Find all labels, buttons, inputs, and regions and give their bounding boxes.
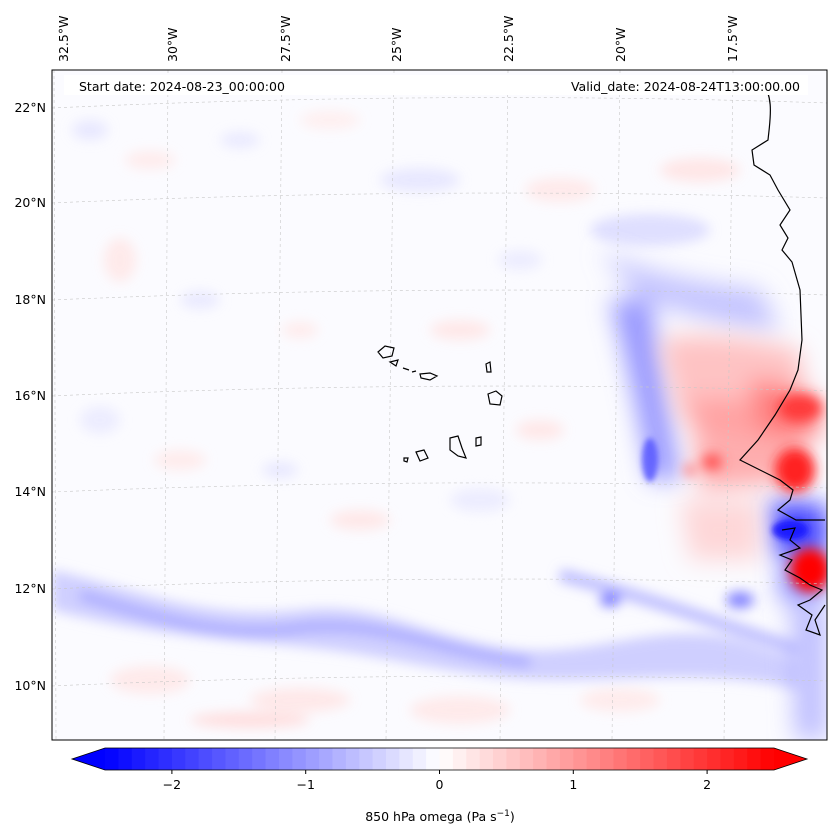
- colorbar-label-superscript: −1: [497, 809, 510, 819]
- colorbar-cell: [707, 748, 722, 770]
- colorbar-cell: [760, 748, 775, 770]
- colorbar-cell: [680, 748, 695, 770]
- lon-label-25w: 25°W: [389, 27, 404, 62]
- cape-verde-islands: [377, 345, 503, 463]
- colorbar-cell: [212, 748, 227, 770]
- colorbar-cell: [359, 748, 374, 770]
- colorbar: −2 −1 0 1 2 850 hPa omega (Pa s−1): [70, 747, 809, 824]
- valid-date-label: Valid_date: 2024-08-24T13:00:00.00: [571, 79, 800, 94]
- colorbar-cell: [171, 748, 186, 770]
- lat-label-20n: 20°N: [14, 195, 46, 210]
- ascent-core: [642, 438, 808, 540]
- colorbar-cell: [345, 748, 360, 770]
- colorbar-cell: [131, 748, 146, 770]
- header-band: [64, 75, 808, 95]
- colorbar-cells: [105, 748, 775, 770]
- colorbar-cell: [372, 748, 387, 770]
- colorbar-cell: [118, 748, 133, 770]
- colorbar-cell: [586, 748, 601, 770]
- colorbar-label-text: 850 hPa omega (Pa s: [365, 809, 496, 824]
- lat-label-18n: 18°N: [14, 292, 46, 307]
- subsidence-cores: [684, 394, 827, 592]
- colorbar-cell: [666, 748, 681, 770]
- colorbar-cell: [747, 748, 762, 770]
- eastern-ascent-zone: [600, 250, 827, 740]
- latitude-labels: 22°N 20°N 18°N 16°N 14°N 12°N 10°N: [14, 100, 46, 693]
- colorbar-cell: [105, 748, 119, 770]
- lat-label-10n: 10°N: [14, 678, 46, 693]
- longitude-labels: 32.5°W 30°W 27.5°W 25°W 22.5°W 20°W 17.5…: [56, 16, 740, 62]
- colorbar-cell: [145, 748, 160, 770]
- colorbar-cell: [238, 748, 253, 770]
- map-frame: [51, 69, 828, 741]
- colorbar-label: 850 hPa omega (Pa s−1): [365, 809, 515, 824]
- colorbar-tick-label: 2: [703, 777, 711, 792]
- colorbar-cell: [693, 748, 708, 770]
- lon-label-17-5w: 17.5°W: [725, 16, 740, 62]
- colorbar-cell: [546, 748, 561, 770]
- colorbar-cell: [439, 748, 454, 770]
- colorbar-high-extend: [774, 748, 807, 770]
- colorbar-cell: [600, 748, 615, 770]
- colorbar-cell: [265, 748, 280, 770]
- lat-label-12n: 12°N: [14, 581, 46, 596]
- lon-label-27-5w: 27.5°W: [278, 16, 293, 62]
- colorbar-cell: [626, 748, 641, 770]
- colorbar-tick-label: 0: [436, 777, 444, 792]
- colorbar-cell: [412, 748, 427, 770]
- lat-label-16n: 16°N: [14, 388, 46, 403]
- colorbar-cell: [479, 748, 494, 770]
- colorbar-cell: [653, 748, 668, 770]
- gridlines: [52, 70, 827, 740]
- lon-label-32-5w: 32.5°W: [56, 16, 71, 62]
- start-date-label: Start date: 2024-08-23_00:00:00: [79, 79, 285, 94]
- colorbar-tick-label: −1: [296, 777, 314, 792]
- lon-label-20w: 20°W: [613, 27, 628, 62]
- colorbar-cell: [506, 748, 521, 770]
- lon-label-30w: 30°W: [165, 27, 180, 62]
- west-african-coast: [739, 79, 826, 636]
- lon-label-22-5w: 22.5°W: [501, 16, 516, 62]
- colorbar-cell: [493, 748, 507, 770]
- colorbar-cell: [158, 748, 173, 770]
- colorbar-cell: [332, 748, 347, 770]
- colorbar-cell: [519, 748, 534, 770]
- colorbar-cell: [305, 748, 320, 770]
- colorbar-low-extend: [72, 748, 105, 770]
- colorbar-outline: [70, 747, 809, 771]
- colorbar-cell: [466, 748, 481, 770]
- colorbar-cell: [278, 748, 293, 770]
- weak-speckle-field: [72, 111, 740, 728]
- colorbar-cell: [573, 748, 588, 770]
- colorbar-cell: [426, 748, 441, 770]
- omega-field: [52, 70, 827, 740]
- colorbar-tick-label: 1: [569, 777, 577, 792]
- colorbar-cell: [720, 748, 735, 770]
- colorbar-cell: [452, 748, 467, 770]
- colorbar-cell: [399, 748, 414, 770]
- colorbar-cell: [613, 748, 628, 770]
- lat-label-14n: 14°N: [14, 484, 46, 499]
- colorbar-cell: [385, 748, 400, 770]
- colorbar-cell: [252, 748, 267, 770]
- colorbar-cell: [292, 748, 307, 770]
- lat-label-22n: 22°N: [14, 100, 46, 115]
- coastlines: [377, 79, 826, 636]
- colorbar-ticks: −2 −1 0 1 2: [163, 770, 711, 792]
- coastal-subsidence-zone: [660, 335, 820, 560]
- colorbar-cell: [733, 748, 748, 770]
- colorbar-cell: [533, 748, 548, 770]
- colorbar-label-close: ): [510, 809, 515, 824]
- colorbar-cell: [225, 748, 240, 770]
- colorbar-cell: [319, 748, 334, 770]
- colorbar-cell: [640, 748, 655, 770]
- colorbar-tick-label: −2: [163, 777, 181, 792]
- colorbar-cell: [185, 748, 200, 770]
- colorbar-cell: [559, 748, 574, 770]
- colorbar-cell: [198, 748, 213, 770]
